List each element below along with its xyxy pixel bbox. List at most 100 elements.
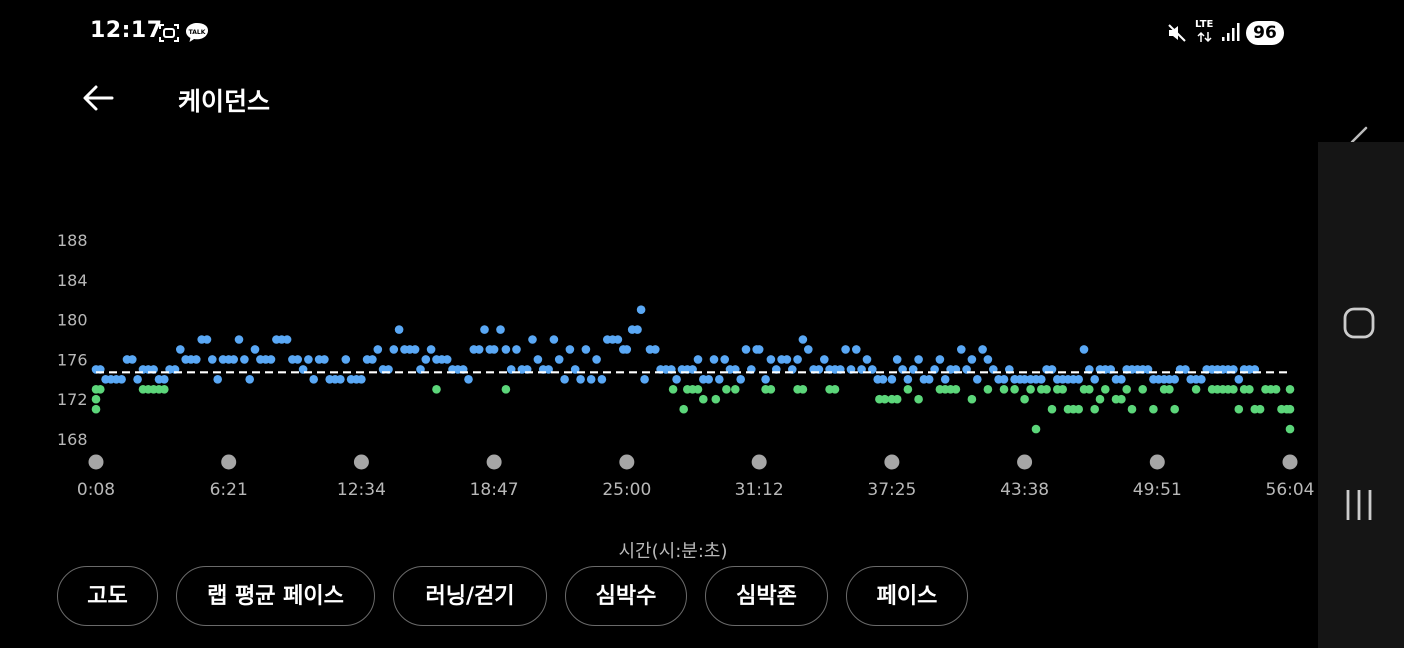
chip-lap-average-pace[interactable]: 랩 평균 페이스 bbox=[176, 566, 375, 626]
run-point bbox=[442, 355, 452, 364]
run-point bbox=[581, 345, 591, 354]
x-tick-label: 37:25 bbox=[867, 480, 916, 500]
run-point bbox=[741, 345, 751, 354]
walk-point bbox=[1191, 385, 1201, 394]
chip-pace[interactable]: 페이스 bbox=[846, 566, 968, 626]
run-point bbox=[1197, 375, 1206, 384]
run-point bbox=[766, 355, 776, 364]
run-point bbox=[793, 355, 802, 364]
walk-point bbox=[432, 385, 441, 394]
walk-point bbox=[766, 385, 776, 394]
walk-point bbox=[1122, 385, 1131, 394]
run-point bbox=[565, 345, 575, 354]
run-point bbox=[496, 325, 505, 334]
run-point bbox=[924, 375, 934, 384]
walk-point bbox=[668, 385, 678, 394]
chip-altitude[interactable]: 고도 bbox=[57, 566, 158, 626]
run-point bbox=[761, 375, 770, 384]
chip-heart-rate-zone[interactable]: 심박존 bbox=[705, 566, 828, 626]
chip-run-walk[interactable]: 러닝/걷기 bbox=[393, 566, 547, 626]
walk-point bbox=[501, 385, 511, 394]
data-arrows-icon bbox=[1197, 31, 1212, 43]
run-point bbox=[474, 345, 484, 354]
walk-point bbox=[1010, 385, 1019, 394]
walk-point bbox=[1101, 385, 1110, 394]
run-point bbox=[1117, 375, 1126, 384]
run-point bbox=[410, 345, 420, 354]
back-button[interactable] bbox=[78, 78, 118, 118]
walk-point bbox=[679, 404, 688, 414]
walk-point bbox=[1255, 404, 1265, 414]
walk-point bbox=[1229, 385, 1238, 394]
cadence-chart: 188 184 180 176 172 168 0:08 6:21 12:34 18:47 25:… bbox=[57, 231, 1315, 562]
header: 케이던스 bbox=[0, 64, 1300, 134]
run-point bbox=[586, 375, 596, 384]
run-point bbox=[480, 325, 489, 334]
signal-icon bbox=[1222, 23, 1240, 41]
run-point bbox=[549, 335, 559, 344]
run-point bbox=[1181, 365, 1190, 374]
run-point bbox=[341, 355, 351, 364]
walk-point bbox=[1026, 385, 1035, 394]
home-icon bbox=[1343, 307, 1375, 339]
lte-label: LTE bbox=[1195, 19, 1214, 30]
walk-point bbox=[1042, 385, 1051, 394]
navigation-bar bbox=[1318, 142, 1404, 648]
walk-point bbox=[830, 385, 840, 394]
x-tick-marker bbox=[751, 454, 767, 470]
x-tick-marker bbox=[1017, 454, 1033, 470]
run-point bbox=[293, 355, 303, 364]
run-point bbox=[128, 355, 137, 364]
run-point bbox=[373, 345, 383, 354]
walk-point bbox=[1074, 404, 1083, 414]
run-point bbox=[1090, 375, 1099, 384]
walk-point bbox=[722, 385, 731, 394]
run-point bbox=[176, 345, 185, 354]
run-point bbox=[693, 355, 703, 364]
run-point bbox=[592, 355, 601, 364]
run-point bbox=[202, 335, 212, 344]
walk-point bbox=[914, 394, 923, 404]
y-tick-label: 172 bbox=[57, 390, 88, 409]
arrow-left-icon bbox=[83, 85, 114, 111]
run-point bbox=[622, 345, 632, 354]
run-point bbox=[304, 355, 313, 364]
x-tick-marker bbox=[221, 454, 237, 470]
run-point bbox=[357, 375, 366, 384]
run-point bbox=[528, 335, 537, 344]
walk-point bbox=[731, 385, 740, 394]
run-point bbox=[704, 375, 713, 384]
y-tick-label: 184 bbox=[57, 271, 88, 290]
run-point bbox=[336, 375, 345, 384]
status-bar: 12:17 TALK LTE 96 bbox=[0, 0, 1404, 64]
run-point bbox=[117, 375, 126, 384]
run-point bbox=[640, 375, 649, 384]
run-point bbox=[501, 345, 511, 354]
x-tick-label: 18:47 bbox=[470, 480, 519, 500]
recents-button[interactable] bbox=[1336, 482, 1382, 528]
walk-point bbox=[1285, 404, 1295, 414]
run-point bbox=[512, 345, 521, 354]
x-tick-marker bbox=[486, 454, 502, 470]
run-point bbox=[736, 375, 745, 384]
run-point bbox=[282, 335, 292, 344]
status-time: 12:17 bbox=[90, 18, 163, 43]
x-tick-marker bbox=[88, 454, 104, 470]
walk-point bbox=[1095, 394, 1105, 404]
run-point bbox=[213, 375, 222, 384]
walk-point bbox=[699, 394, 708, 404]
walk-point bbox=[999, 385, 1009, 394]
walk-point bbox=[1285, 385, 1295, 394]
x-tick-marker bbox=[1282, 454, 1298, 470]
run-point bbox=[935, 355, 945, 364]
svg-text:TALK: TALK bbox=[189, 29, 206, 36]
run-point bbox=[1170, 375, 1179, 384]
home-button[interactable] bbox=[1336, 300, 1382, 346]
run-point bbox=[426, 345, 436, 354]
chip-heart-rate[interactable]: 심박수 bbox=[565, 566, 687, 626]
run-point bbox=[782, 355, 792, 364]
walk-point bbox=[91, 404, 101, 414]
run-point bbox=[368, 355, 377, 364]
walk-point bbox=[1149, 404, 1158, 414]
run-point bbox=[1234, 375, 1244, 384]
